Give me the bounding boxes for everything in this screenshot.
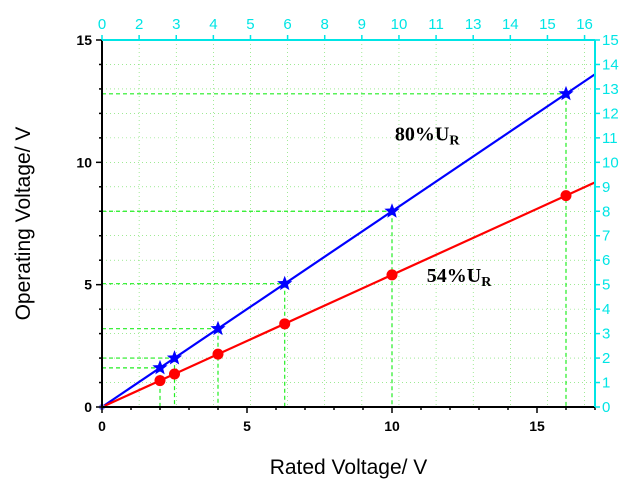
data-markers: [99, 85, 574, 410]
right-tick-label: 3: [602, 326, 610, 343]
right-tick-label: 8: [602, 203, 610, 220]
y-tick-label: 10: [76, 154, 92, 170]
circle-marker: [279, 318, 291, 330]
top-tick-label: 16: [576, 16, 593, 33]
star-marker: [152, 359, 168, 375]
y-axis-title: Operating Voltage/ V: [12, 127, 35, 321]
top-tick-label: 5: [246, 16, 254, 33]
annotation-subscript: R: [481, 275, 492, 290]
annotation-subscript: R: [449, 133, 460, 148]
star-marker: [384, 203, 400, 218]
top-tick-label: 14: [502, 16, 519, 33]
top-tick-label: 11: [428, 16, 444, 33]
right-tick-label: 12: [602, 105, 619, 122]
star-marker: [277, 275, 293, 291]
y-tick-label: 5: [84, 277, 92, 293]
fit-line-1: [101, 73, 596, 408]
right-tick-label: 13: [602, 81, 619, 98]
right-tick-label: 9: [602, 179, 610, 196]
grid: [102, 40, 595, 407]
top-tick-label: 8: [321, 16, 329, 33]
circle-marker: [154, 375, 166, 387]
x-tick-label: 0: [98, 418, 106, 434]
axes: [96, 35, 600, 413]
circle-marker: [386, 269, 398, 281]
star-marker: [210, 320, 226, 336]
x-axis-title: Rated Voltage/ V: [270, 456, 428, 479]
y-tick-label: 15: [76, 32, 92, 48]
right-tick-label: 15: [602, 32, 619, 49]
right-tick-label: 6: [602, 252, 610, 269]
x-tick-label: 15: [529, 418, 545, 434]
right-tick-label: 7: [602, 228, 610, 245]
circle-marker: [560, 190, 572, 202]
annotation-main: 80%U: [395, 123, 449, 145]
right-tick-label: 14: [602, 56, 619, 73]
y-tick-label: 0: [84, 399, 92, 415]
top-tick-label: 2: [135, 16, 143, 33]
right-tick-label: 0: [602, 399, 610, 416]
right-tick-label: 4: [602, 301, 610, 318]
right-tick-label: 2: [602, 350, 610, 367]
right-tick-label: 11: [602, 130, 618, 147]
fit-lines: [101, 73, 596, 409]
annotation-main: 54%U: [427, 265, 481, 287]
top-tick-label: 9: [358, 16, 366, 33]
series-annotation: 80%UR: [395, 123, 460, 148]
top-tick-label: 10: [391, 16, 408, 33]
star-marker: [558, 85, 574, 101]
top-tick-label: 15: [539, 16, 556, 33]
top-tick-label: 4: [209, 16, 217, 33]
top-tick-label: 13: [465, 16, 482, 33]
x-tick-label: 10: [384, 418, 400, 434]
top-tick-label: 6: [283, 16, 291, 33]
right-tick-label: 5: [602, 277, 610, 294]
star-marker: [166, 350, 183, 365]
x-tick-label: 5: [243, 418, 251, 434]
right-tick-label: 1: [602, 375, 610, 392]
top-tick-label: 3: [172, 16, 180, 33]
circle-marker: [212, 348, 224, 360]
top-tick-label: 0: [98, 16, 106, 33]
guide-lines: [102, 93, 567, 407]
fit-line-2: [101, 181, 596, 409]
series-annotation: 54%UR: [427, 265, 492, 290]
right-tick-label: 10: [602, 154, 619, 171]
circle-marker: [169, 368, 180, 380]
